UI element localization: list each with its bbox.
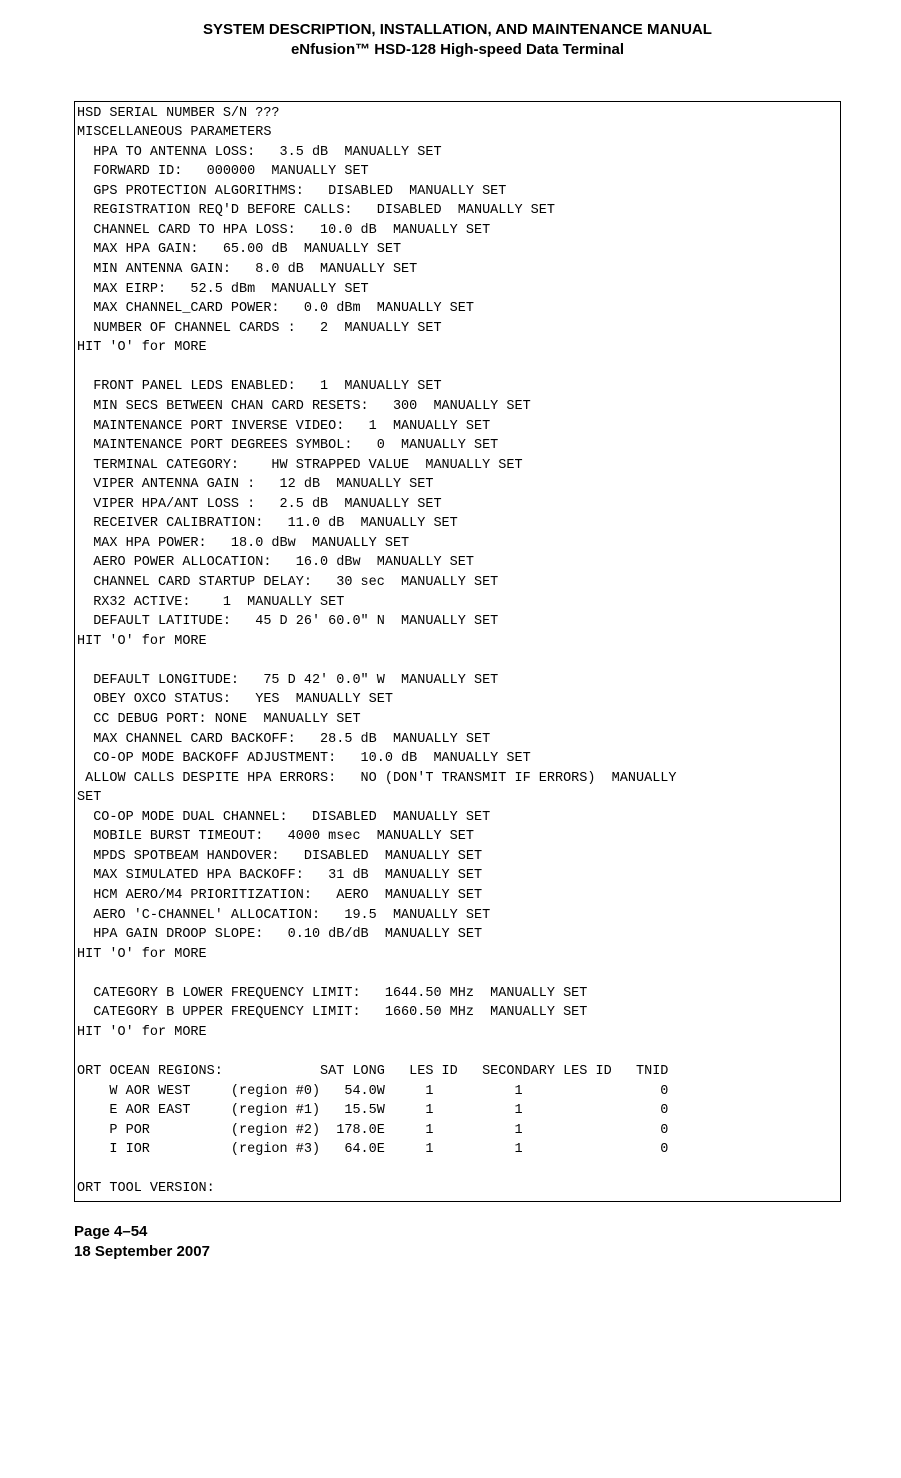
terminal-output: HSD SERIAL NUMBER S/N ??? MISCELLANEOUS … bbox=[74, 101, 841, 1203]
header-line-2: eNfusion™ HSD-128 High-speed Data Termin… bbox=[74, 40, 841, 60]
document-footer: Page 4–54 18 September 2007 bbox=[74, 1222, 841, 1263]
document-header: SYSTEM DESCRIPTION, INSTALLATION, AND MA… bbox=[74, 20, 841, 61]
page-date: 18 September 2007 bbox=[74, 1242, 841, 1262]
header-line-1: SYSTEM DESCRIPTION, INSTALLATION, AND MA… bbox=[74, 20, 841, 40]
page-number: Page 4–54 bbox=[74, 1222, 841, 1242]
